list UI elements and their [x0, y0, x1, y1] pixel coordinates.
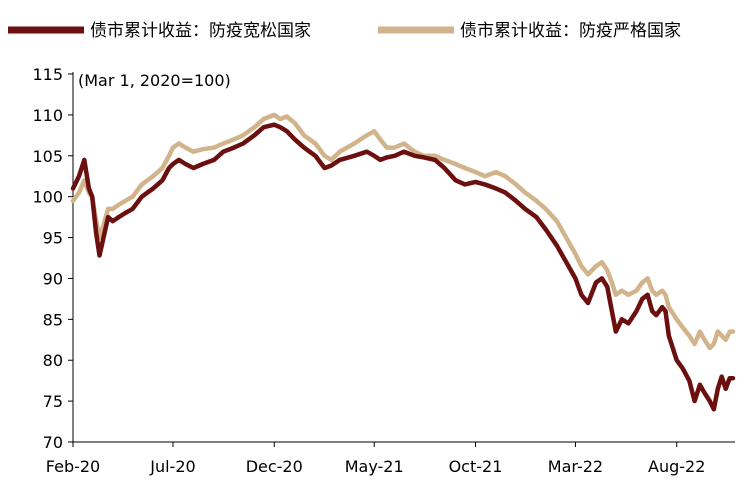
y-tick-label: 105 — [32, 147, 63, 166]
y-tick-label: 95 — [43, 229, 63, 248]
x-tick-label: Oct-21 — [449, 457, 503, 476]
y-axis: 70 75 80 85 90 95 100 105 110 115 — [32, 65, 74, 452]
x-tick-label: Jul-20 — [149, 457, 195, 476]
x-tick-label: May-21 — [345, 457, 404, 476]
x-tick-label: Aug-22 — [648, 457, 705, 476]
y-tick-label: 115 — [32, 65, 63, 84]
y-tick-label: 110 — [32, 106, 63, 125]
x-tick-label: Mar-22 — [548, 457, 603, 476]
y-tick-label: 75 — [43, 392, 63, 411]
y-tick-label: 70 — [43, 433, 63, 452]
y-tick-label: 80 — [43, 351, 63, 370]
legend: 债市累计收益：防疫宽松国家 债市累计收益：防疫严格国家 — [8, 21, 681, 41]
series-line-loose — [70, 122, 736, 412]
base-note: (Mar 1, 2020=100) — [78, 71, 231, 90]
y-tick-label: 100 — [32, 188, 63, 207]
plot-area — [70, 112, 736, 412]
legend-label-strict: 债市累计收益：防疫严格国家 — [460, 21, 681, 41]
y-tick-label: 85 — [43, 310, 63, 329]
x-tick-label: Dec-20 — [246, 457, 303, 476]
x-axis: Feb-20 Jul-20 Dec-20 May-21 Oct-21 Mar-22 Aug-… — [46, 441, 735, 476]
legend-label-loose: 债市累计收益：防疫宽松国家 — [90, 21, 311, 41]
x-tick-label: Feb-20 — [46, 457, 100, 476]
y-tick-label: 90 — [43, 269, 63, 288]
